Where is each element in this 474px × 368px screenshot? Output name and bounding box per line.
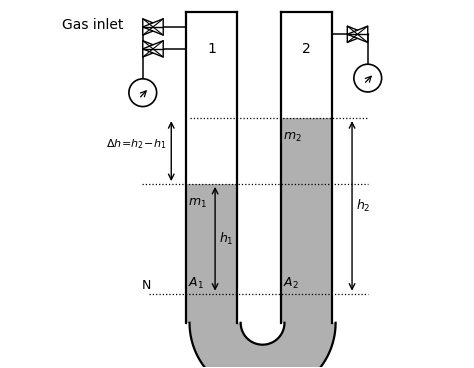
Polygon shape — [237, 323, 284, 345]
Text: N: N — [142, 279, 151, 292]
Text: $m_2$: $m_2$ — [283, 131, 301, 144]
Polygon shape — [347, 26, 368, 42]
Circle shape — [129, 79, 156, 107]
Polygon shape — [143, 41, 163, 57]
Bar — [281, 118, 332, 323]
Circle shape — [354, 64, 382, 92]
Polygon shape — [143, 19, 163, 35]
Text: 1: 1 — [207, 42, 216, 56]
Polygon shape — [347, 26, 368, 42]
Text: $h_1$: $h_1$ — [219, 231, 233, 247]
Polygon shape — [143, 19, 163, 35]
Bar — [281, 13, 332, 118]
Bar — [186, 184, 237, 323]
Text: $\Delta h\!=\!h_2\!-\!h_1$: $\Delta h\!=\!h_2\!-\!h_1$ — [106, 137, 166, 151]
Bar — [186, 13, 237, 184]
Text: $h_2$: $h_2$ — [356, 198, 371, 214]
Text: Gas inlet: Gas inlet — [62, 18, 123, 32]
Text: 2: 2 — [302, 42, 311, 56]
Text: $m_1$: $m_1$ — [188, 197, 207, 210]
Polygon shape — [190, 323, 336, 368]
Polygon shape — [143, 41, 163, 57]
Text: $A_2$: $A_2$ — [283, 276, 299, 291]
Text: $A_1$: $A_1$ — [188, 276, 204, 291]
